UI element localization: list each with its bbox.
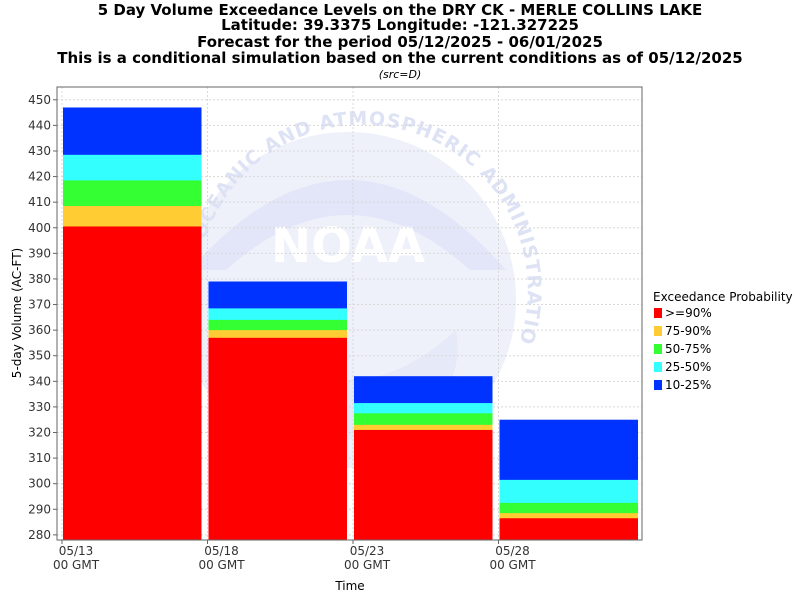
legend-label: 25-50% xyxy=(665,360,711,374)
y-tick-label: 390 xyxy=(28,246,51,260)
y-tick-label: 280 xyxy=(28,528,51,542)
y-tick-label: 430 xyxy=(28,144,51,158)
y-tick-label: 300 xyxy=(28,477,51,491)
y-tick-label: 310 xyxy=(28,451,51,465)
bar-segment xyxy=(499,518,638,540)
x-tick-label-sub: 00 GMT xyxy=(489,558,536,572)
x-axis-label: Time xyxy=(334,579,364,593)
bar-segment xyxy=(208,337,347,540)
y-tick-label: 380 xyxy=(28,272,51,286)
x-tick-label: 05/23 xyxy=(350,544,385,558)
y-tick-label: 350 xyxy=(28,349,51,363)
y-tick-label: 400 xyxy=(28,221,51,235)
x-tick-label: 05/13 xyxy=(59,544,94,558)
legend: Exceedance Probability >=90% 75-90% 50-75% 2… xyxy=(653,290,793,392)
y-tick-label: 440 xyxy=(28,118,51,132)
bar-segment xyxy=(63,226,202,541)
legend-swatch xyxy=(654,326,662,336)
legend-swatch xyxy=(654,308,662,318)
y-axis: 280 290 300 310 320 330 340 350 360 370 380 390 400 4… xyxy=(28,87,58,542)
chart-title-line-4: This is a conditional simulation based o… xyxy=(57,49,743,67)
y-axis-label: 5-day Volume (AC-FT) xyxy=(10,248,24,378)
chart-title-line-2: Latitude: 39.3375 Longitude: -121.327225 xyxy=(221,16,579,34)
legend-label: >=90% xyxy=(665,306,712,320)
y-tick-label: 370 xyxy=(28,298,51,312)
legend-label: 50-75% xyxy=(665,342,711,356)
legend-title: Exceedance Probability xyxy=(653,290,793,304)
x-tick-label-sub: 00 GMT xyxy=(198,558,245,572)
chart-title-line-1: 5 Day Volume Exceedance Levels on the DR… xyxy=(97,1,703,19)
y-tick-label: 320 xyxy=(28,426,51,440)
y-tick-label: 290 xyxy=(28,502,51,516)
legend-swatch xyxy=(654,344,662,354)
y-tick-label: 360 xyxy=(28,323,51,337)
legend-swatch xyxy=(654,362,662,372)
y-tick-label: 410 xyxy=(28,195,51,209)
x-tick-label-sub: 00 GMT xyxy=(344,558,391,572)
y-tick-label: 450 xyxy=(28,93,51,107)
legend-label: 10-25% xyxy=(665,378,711,392)
y-tick-label: 420 xyxy=(28,170,51,184)
legend-swatch xyxy=(654,380,662,390)
y-tick-label: 340 xyxy=(28,374,51,388)
chart-subtitle: (src=D) xyxy=(378,68,422,81)
x-tick-label: 05/18 xyxy=(204,544,239,558)
bar-segment xyxy=(354,429,493,540)
y-tick-label: 330 xyxy=(28,400,51,414)
legend-label: 75-90% xyxy=(665,324,711,338)
chart-bars xyxy=(63,107,638,541)
watermark-logo-text: NOAA xyxy=(271,218,425,274)
x-tick-label-sub: 00 GMT xyxy=(53,558,100,572)
chart-title-line-3: Forecast for the period 05/12/2025 - 06/… xyxy=(197,33,603,51)
x-tick-label: 05/28 xyxy=(495,544,530,558)
